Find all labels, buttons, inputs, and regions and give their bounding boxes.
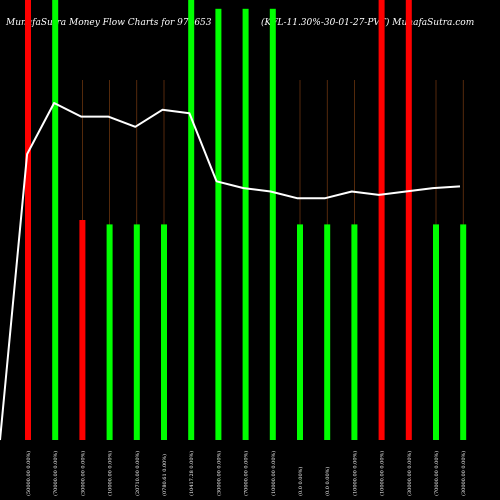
x-tick-label: (0780.61 0.00%) bbox=[161, 454, 168, 496]
x-tick-label: (30000.00 0.00%) bbox=[215, 451, 222, 496]
bar-15 bbox=[433, 224, 439, 440]
x-tick-label: (10417.28 0.00%) bbox=[188, 451, 195, 496]
x-tick-label: (0.0 0.00%) bbox=[324, 467, 331, 496]
x-tick-label: (30000.00 0.00%) bbox=[406, 451, 413, 496]
x-tick-label: (10000.00 0.00%) bbox=[270, 451, 277, 496]
x-tick-label: (20710.00 0.00%) bbox=[134, 451, 141, 496]
bar-16 bbox=[460, 224, 467, 440]
x-tick-label: (70000.00 0.00%) bbox=[243, 451, 250, 496]
bar-4 bbox=[133, 224, 140, 440]
x-tick-label: (70000.00 0.00%) bbox=[433, 451, 440, 496]
bar-2 bbox=[79, 220, 86, 440]
x-tick-label: (30000.00 0.00%) bbox=[460, 451, 467, 496]
bar-14 bbox=[405, 0, 412, 440]
x-tick-label: (10000.00 0.00%) bbox=[107, 451, 114, 496]
bar-11 bbox=[324, 224, 331, 440]
bar-1 bbox=[52, 0, 59, 440]
money-flow-line bbox=[0, 102, 461, 441]
bar-5 bbox=[161, 224, 167, 440]
x-tick-label: (70000.00 0.00%) bbox=[52, 451, 59, 496]
bar-series bbox=[25, 0, 467, 441]
bar-10 bbox=[297, 224, 303, 440]
x-tick-label: (30000.00 0.00%) bbox=[79, 451, 86, 496]
x-tick-label: (0.0 0.00%) bbox=[297, 467, 304, 496]
money-flow-line-path bbox=[0, 102, 461, 441]
bar-0 bbox=[25, 0, 31, 440]
bar-9 bbox=[269, 8, 276, 441]
x-tick-labels: (50000.00 0.00%) (70000.00 0.00%) (30000.0… bbox=[25, 451, 467, 496]
x-tick-label: (10000.00 0.00%) bbox=[379, 451, 386, 496]
chart-title-right: (KFL-11.30%-30-01-27-PVT) MunafaSutra.co… bbox=[261, 17, 474, 28]
bar-6 bbox=[188, 0, 195, 440]
bar-7 bbox=[215, 8, 222, 441]
bar-12 bbox=[351, 224, 358, 440]
bar-13 bbox=[378, 0, 385, 440]
bar-3 bbox=[106, 224, 113, 440]
x-tick-label: (10000.00 0.00%) bbox=[351, 451, 358, 496]
chart-title-left: MunafaSutra Money Flow Charts for 976653 bbox=[5, 18, 212, 28]
x-tick-label: (50000.00 0.00%) bbox=[25, 451, 32, 496]
bar-8 bbox=[242, 8, 249, 441]
